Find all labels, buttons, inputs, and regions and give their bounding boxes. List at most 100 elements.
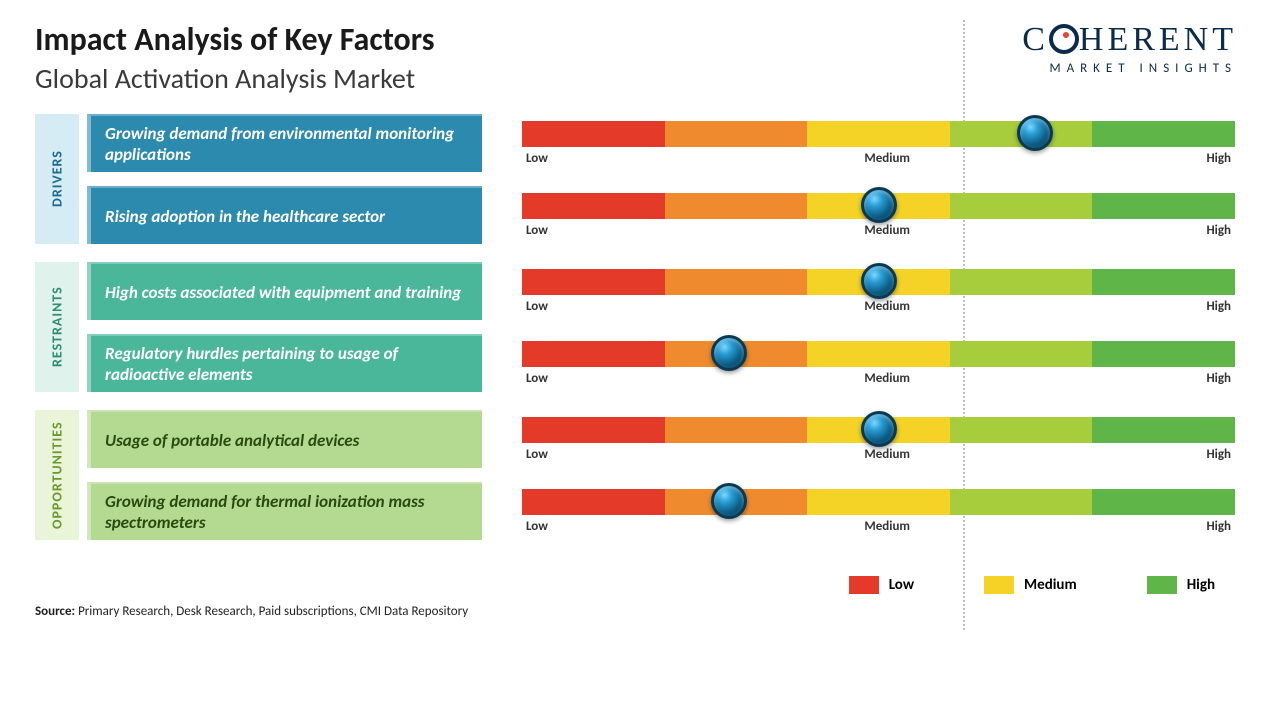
gauge-segment — [522, 121, 665, 147]
legend-swatch — [849, 576, 879, 594]
gauge-label-low: Low — [526, 519, 548, 534]
factor-box: Regulatory hurdles pertaining to usage o… — [87, 334, 482, 392]
gauge-segment — [807, 121, 950, 147]
impact-gauge — [522, 269, 1235, 295]
legend-item: High — [1147, 576, 1215, 594]
gauge-labels: Low Medium High — [522, 299, 1235, 314]
impact-gauge — [522, 121, 1235, 147]
legend-label: High — [1187, 576, 1215, 594]
gauge-label-low: Low — [526, 371, 548, 386]
gauge-segment — [665, 193, 808, 219]
gauge-segment — [522, 341, 665, 367]
factor-rows: DRIVERSGrowing demand from environmental… — [35, 114, 1245, 558]
factor-box: Growing demand from environmental monito… — [87, 114, 482, 172]
gauge-segment — [1092, 269, 1235, 295]
factor-box: Usage of portable analytical devices — [87, 410, 482, 468]
gauge-marker-icon — [711, 335, 747, 371]
factor-row: Regulatory hurdles pertaining to usage o… — [87, 334, 1245, 392]
gauge-segment — [1092, 193, 1235, 219]
page-title: Impact Analysis of Key Factors — [35, 20, 434, 59]
gauge-segment — [807, 341, 950, 367]
gauge-wrap: Low Medium High — [522, 410, 1245, 468]
gauge-segment — [1092, 341, 1235, 367]
gauge-marker-icon — [861, 187, 897, 223]
gauge-segment — [1092, 417, 1235, 443]
gauge-label-high: High — [1206, 299, 1231, 314]
factor-row: Growing demand from environmental monito… — [87, 114, 1245, 172]
gauge-label-medium: Medium — [864, 223, 910, 238]
factor-row: High costs associated with equipment and… — [87, 262, 1245, 320]
category-items: High costs associated with equipment and… — [87, 262, 1245, 392]
category-drivers: DRIVERSGrowing demand from environmental… — [35, 114, 1245, 244]
gauge-wrap: Low Medium High — [522, 334, 1245, 392]
logo-o-icon — [1049, 24, 1079, 54]
gauge-segment — [522, 489, 665, 515]
gauge-label-high: High — [1206, 151, 1231, 166]
gauge-segment — [522, 193, 665, 219]
gauge-labels: Low Medium High — [522, 223, 1235, 238]
gauge-label-low: Low — [526, 447, 548, 462]
factor-box: Growing demand for thermal ionization ma… — [87, 482, 482, 540]
source-label: Source: — [35, 604, 75, 619]
gauge-segment — [950, 417, 1093, 443]
gauge-labels: Low Medium High — [522, 447, 1235, 462]
brand-logo: CHERENT MARKET INSIGHTS — [1022, 20, 1245, 76]
source-line: Source: Primary Research, Desk Research,… — [35, 604, 1245, 619]
gauge-labels: Low Medium High — [522, 151, 1235, 166]
impact-gauge — [522, 341, 1235, 367]
gauge-labels: Low Medium High — [522, 371, 1235, 386]
legend-item: Low — [849, 576, 914, 594]
header: Impact Analysis of Key Factors Global Ac… — [35, 20, 1245, 96]
gauge-marker-icon — [1017, 115, 1053, 151]
impact-gauge — [522, 193, 1235, 219]
legend-label: Low — [889, 576, 914, 594]
impact-gauge — [522, 489, 1235, 515]
gauge-wrap: Low Medium High — [522, 114, 1245, 172]
legend-swatch — [984, 576, 1014, 594]
legend-swatch — [1147, 576, 1177, 594]
gauge-label-medium: Medium — [864, 151, 910, 166]
factor-box: High costs associated with equipment and… — [87, 262, 482, 320]
category-items: Growing demand from environmental monito… — [87, 114, 1245, 244]
logo-text: CHERENT — [1022, 20, 1237, 59]
gauge-label-high: High — [1206, 223, 1231, 238]
gauge-label-high: High — [1206, 371, 1231, 386]
gauge-wrap: Low Medium High — [522, 262, 1245, 320]
gauge-label-low: Low — [526, 151, 548, 166]
gauge-label-low: Low — [526, 299, 548, 314]
factor-row: Usage of portable analytical devices Low M… — [87, 410, 1245, 468]
gauge-segment — [665, 269, 808, 295]
gauge-wrap: Low Medium High — [522, 482, 1245, 540]
gauge-label-medium: Medium — [864, 299, 910, 314]
gauge-segment — [807, 489, 950, 515]
gauge-label-medium: Medium — [864, 371, 910, 386]
page-subtitle: Global Activation Analysis Market — [35, 61, 434, 96]
gauge-labels: Low Medium High — [522, 519, 1235, 534]
gauge-segment — [950, 341, 1093, 367]
gauge-label-medium: Medium — [864, 519, 910, 534]
gauge-label-low: Low — [526, 223, 548, 238]
title-block: Impact Analysis of Key Factors Global Ac… — [35, 20, 434, 96]
gauge-wrap: Low Medium High — [522, 186, 1245, 244]
impact-gauge — [522, 417, 1235, 443]
gauge-segment — [950, 193, 1093, 219]
vertical-divider — [963, 20, 965, 630]
category-items: Usage of portable analytical devices Low M… — [87, 410, 1245, 540]
gauge-label-high: High — [1206, 519, 1231, 534]
factor-row: Growing demand for thermal ionization ma… — [87, 482, 1245, 540]
gauge-segment — [1092, 489, 1235, 515]
gauge-segment — [665, 417, 808, 443]
legend-item: Medium — [984, 576, 1077, 594]
gauge-marker-icon — [711, 483, 747, 519]
gauge-label-high: High — [1206, 447, 1231, 462]
logo-subtext: MARKET INSIGHTS — [1022, 61, 1237, 76]
gauge-marker-icon — [861, 263, 897, 299]
category-tab: DRIVERS — [35, 114, 79, 244]
category-tab: RESTRAINTS — [35, 262, 79, 392]
gauge-segment — [522, 269, 665, 295]
gauge-segment — [1092, 121, 1235, 147]
source-text: Primary Research, Desk Research, Paid su… — [75, 604, 468, 619]
gauge-label-medium: Medium — [864, 447, 910, 462]
category-restraints: RESTRAINTSHigh costs associated with equ… — [35, 262, 1245, 392]
gauge-segment — [950, 489, 1093, 515]
